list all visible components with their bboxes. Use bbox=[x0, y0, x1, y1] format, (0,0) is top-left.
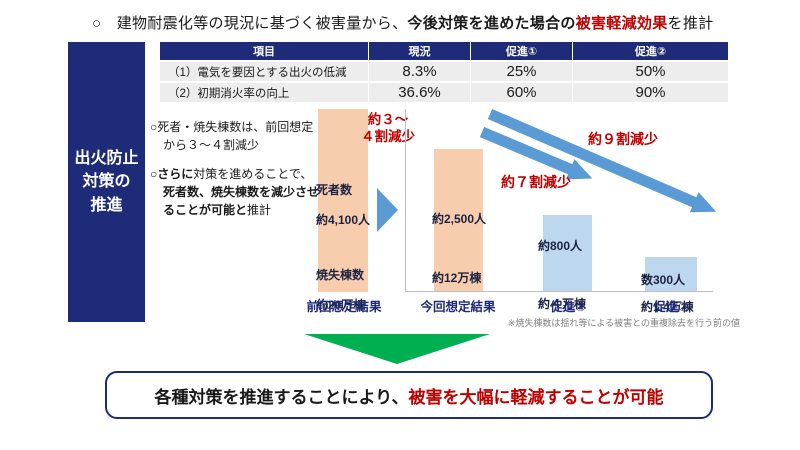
conclusion-banner: 各種対策を推進することにより、 被害を大幅に軽減することが可能 bbox=[105, 371, 713, 419]
sidebar-heading: 出火防止 対策の 推進 bbox=[68, 42, 145, 322]
deaths-label: 死者数 bbox=[316, 183, 353, 197]
row1-item: （1）電気を要因とする出火の低減 bbox=[160, 62, 368, 81]
col-header-promo1: 促進① bbox=[470, 42, 572, 60]
title-bold: 今後対策を進めた場合の bbox=[407, 15, 576, 32]
bar-current-values: 約2,500人 約12万棟 bbox=[432, 197, 486, 301]
row2-current: 36.6% bbox=[368, 83, 470, 102]
deaths-value: 約4,100人 bbox=[316, 213, 371, 227]
title-highlight: 被害軽減効果 bbox=[575, 15, 668, 32]
banner-black-text: 各種対策を推進することにより、 bbox=[154, 387, 409, 407]
note-2-bold2: 死者数、焼失棟数を減少させることが可能と bbox=[163, 185, 320, 217]
burned-value: 約20万棟 bbox=[316, 298, 366, 312]
note-2-mid: 対策を進めることで、 bbox=[193, 167, 313, 181]
row1-promo2: 50% bbox=[572, 62, 728, 81]
note-2-bold1: さらに bbox=[157, 167, 194, 181]
burned-value: 約1.4万棟 bbox=[641, 299, 694, 314]
bar-previous-values: 死者数 約4,100人 焼失棟数 約20万棟 bbox=[316, 168, 370, 328]
table-header-row: 項目 現況 促進① 促進② bbox=[160, 42, 728, 60]
arrow-7-reduction-icon bbox=[479, 126, 593, 180]
bar-promotion2-values: 数300人 約1.4万棟 bbox=[641, 261, 694, 327]
note-2-bullet-icon: ○ bbox=[150, 167, 158, 181]
row2-promo1: 60% bbox=[470, 83, 572, 102]
title-bullet-icon: ○ bbox=[92, 15, 102, 32]
bar-previous-estimate bbox=[318, 109, 368, 292]
row1-promo1: 25% bbox=[470, 62, 572, 81]
burned-value: 約４万棟 bbox=[538, 297, 587, 311]
note-1: ○死者・焼失棟数は、前回想定から３～４割減少 bbox=[150, 118, 322, 154]
xaxis-label-promotion1: 促進① bbox=[550, 300, 586, 314]
note-1-text: 死者・焼失棟数は、前回想定から３～４割減少 bbox=[157, 120, 314, 152]
bar-current-estimate bbox=[434, 149, 483, 291]
banner-red-text: 被害を大幅に軽減することが可能 bbox=[408, 387, 664, 407]
bar-promotion1-values: 約800人 約４万棟 bbox=[538, 224, 586, 327]
col-header-item: 項目 bbox=[160, 42, 368, 60]
chart-x-axis bbox=[405, 291, 713, 292]
col-header-current: 現況 bbox=[368, 42, 470, 60]
table-row: （1）電気を要因とする出火の低減 8.3% 25% 50% bbox=[160, 62, 728, 81]
note-1-bullet-icon: ○ bbox=[150, 120, 158, 134]
down-arrow-icon bbox=[304, 334, 490, 364]
title-suffix: を推計 bbox=[667, 15, 714, 32]
burned-label: 焼失棟数 bbox=[316, 268, 365, 282]
note-2: ○さらに対策を進めることで、死者数、焼失棟数を減少させることが可能と推計 bbox=[150, 165, 322, 219]
chart-y-axis bbox=[405, 109, 406, 292]
deaths-value: 数300人 bbox=[641, 273, 686, 288]
xaxis-label-previous: 前回想定結果 bbox=[306, 300, 382, 314]
notes-block: ○死者・焼失棟数は、前回想定から３～４割減少 ○さらに対策を進めることで、死者数… bbox=[150, 118, 322, 219]
note-2-suffix: 推計 bbox=[247, 203, 272, 217]
annotation-7-reduction: 約７割減少 bbox=[501, 174, 571, 190]
row1-current: 8.3% bbox=[368, 62, 470, 81]
xaxis-label-current: 今回想定結果 bbox=[420, 300, 496, 314]
row2-promo2: 90% bbox=[572, 83, 728, 102]
annotation-9-reduction: 約９割減少 bbox=[588, 131, 658, 147]
xaxis-label-promotion2: 促進② bbox=[653, 300, 689, 314]
reduction-arrows bbox=[479, 108, 717, 213]
arrow-9-reduction-icon bbox=[487, 108, 717, 213]
chart-footnote: ※焼失棟数は揺れ等による被害との重複除去を行う前の値 bbox=[507, 318, 740, 328]
measures-table: 項目 現況 促進① 促進② （1）電気を要因とする出火の低減 8.3% 25% … bbox=[160, 40, 728, 104]
title-prefix: 建物耐震化等の現況に基づく被害量から、 bbox=[116, 15, 408, 32]
right-arrow-icon bbox=[377, 188, 398, 232]
row2-item: （2）初期消火率の向上 bbox=[160, 83, 368, 102]
burned-value: 約12万棟 bbox=[432, 271, 482, 285]
page-title: ○ 建物耐震化等の現況に基づく被害量から、今後対策を進めた場合の被害軽減効果を推… bbox=[92, 12, 782, 33]
deaths-value: 約800人 bbox=[538, 239, 583, 253]
deaths-value: 約2,500人 bbox=[432, 212, 487, 226]
table-row: （2）初期消火率の向上 36.6% 60% 90% bbox=[160, 83, 728, 102]
col-header-promo2: 促進② bbox=[572, 42, 728, 60]
bar-promotion2 bbox=[645, 257, 697, 291]
sidebar-label: 出火防止 対策の 推進 bbox=[74, 150, 139, 214]
annotation-3to4-reduction: 約３～ ４割減少 bbox=[361, 112, 415, 144]
bar-promotion1 bbox=[543, 215, 592, 291]
